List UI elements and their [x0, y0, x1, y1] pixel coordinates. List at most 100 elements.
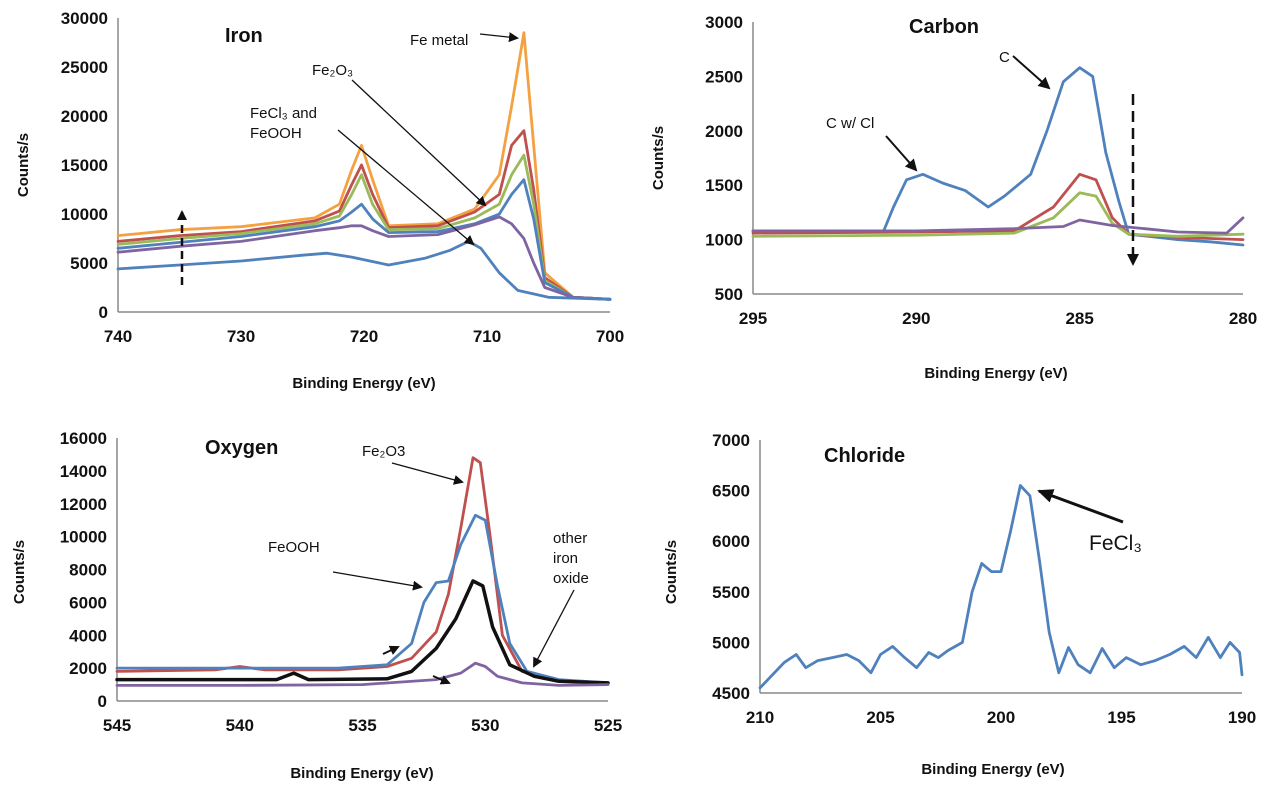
- y-tick-label: 5000: [712, 633, 750, 652]
- series-group: [115, 456, 610, 687]
- series-line: [116, 178, 612, 301]
- x-tick-label: 190: [1228, 708, 1256, 727]
- annotation-other-iron-oxide-3: oxide: [553, 570, 589, 587]
- series-line: [751, 191, 1245, 238]
- y-tick-label: 0: [99, 303, 108, 322]
- y-tick-labels: 4500 5000 5500 6000 6500 7000: [712, 431, 750, 703]
- series-line: [115, 513, 610, 685]
- x-tick-label: 205: [866, 708, 894, 727]
- series-group: [758, 484, 1244, 690]
- y-tick-label: 4500: [712, 684, 750, 703]
- x-tick-labels: 210 205 200 195 190: [746, 708, 1256, 727]
- chart-title: Chloride: [824, 445, 905, 467]
- chart-oxygen: 0 2000 4000 6000 8000 10000 12000 14000 16000 54…: [11, 429, 622, 782]
- series-line: [116, 31, 612, 301]
- y-tick-label: 2000: [705, 122, 743, 141]
- chart-title: Iron: [225, 25, 263, 47]
- x-axis-label: Binding Energy (eV): [292, 375, 435, 392]
- annotation-fecl3: FeCl₃ and: [250, 105, 317, 122]
- annotation-other-iron-oxide-1: other: [553, 530, 587, 547]
- y-tick-label: 5000: [70, 254, 108, 273]
- y-axis-label: Counts/s: [11, 540, 28, 604]
- annotation-fe2o3: Fe₂O₃: [312, 62, 353, 79]
- x-tick-label: 720: [350, 327, 378, 346]
- annotation-other-iron-oxide-2: iron: [553, 550, 578, 567]
- y-tick-label: 12000: [60, 495, 107, 514]
- x-tick-label: 525: [594, 716, 622, 735]
- y-tick-label: 500: [715, 285, 743, 304]
- y-tick-label: 10000: [61, 205, 108, 224]
- y-tick-label: 2500: [705, 67, 743, 86]
- y-axis-label: Counts/s: [650, 126, 667, 190]
- x-tick-label: 210: [746, 708, 774, 727]
- y-tick-label: 10000: [60, 528, 107, 547]
- series-line: [116, 129, 612, 301]
- chart-carbon: 500 1000 1500 2000 2500 3000 295 290 285 280 Car…: [650, 13, 1257, 382]
- x-tick-label: 530: [471, 716, 499, 735]
- series-line: [116, 215, 612, 301]
- y-tick-label: 3000: [705, 13, 743, 32]
- y-tick-label: 16000: [60, 429, 107, 448]
- y-tick-labels: 0 5000 10000 15000 20000 25000 30000: [61, 9, 108, 322]
- y-axis-label: Counts/s: [15, 133, 32, 197]
- x-tick-label: 195: [1107, 708, 1135, 727]
- x-axis-label: Binding Energy (eV): [290, 765, 433, 782]
- x-tick-label: 295: [739, 309, 767, 328]
- x-tick-labels: 545 540 535 530 525: [103, 716, 622, 735]
- annotation-arrow-c: [1012, 55, 1051, 90]
- y-tick-label: 2000: [69, 659, 107, 678]
- annotation-arrow-fecl3: [337, 129, 475, 246]
- annotation-fecl3: FeCl₃: [1089, 532, 1142, 555]
- chart-title: Oxygen: [205, 437, 278, 459]
- y-tick-label: 20000: [61, 107, 108, 126]
- y-tick-label: 6500: [712, 482, 750, 501]
- series-line: [116, 239, 612, 301]
- annotation-feooh: FeOOH: [268, 539, 320, 556]
- x-axis-label: Binding Energy (eV): [921, 761, 1064, 778]
- x-tick-label: 535: [348, 716, 376, 735]
- curve-arrow-2: [432, 675, 451, 685]
- annotation-arrow-fecl3: [1037, 489, 1124, 524]
- annotation-arrow-c-w-cl: [885, 135, 918, 172]
- y-tick-label: 14000: [60, 462, 107, 481]
- y-tick-label: 25000: [61, 58, 108, 77]
- annotation-c: C: [999, 49, 1010, 66]
- y-tick-label: 7000: [712, 431, 750, 450]
- series-line: [751, 216, 1245, 235]
- y-tick-label: 1500: [705, 176, 743, 195]
- x-tick-label: 700: [596, 327, 624, 346]
- y-tick-label: 1000: [705, 231, 743, 250]
- series-line: [115, 661, 610, 687]
- series-line: [751, 66, 1245, 247]
- x-tick-label: 280: [1229, 309, 1257, 328]
- annotation-arrow-fe-metal: [479, 32, 519, 43]
- annotation-feooh: FeOOH: [250, 125, 302, 142]
- y-tick-label: 30000: [61, 9, 108, 28]
- x-tick-label: 710: [473, 327, 501, 346]
- y-axis-label: Counts/s: [663, 540, 680, 604]
- x-axis-label: Binding Energy (eV): [924, 365, 1067, 382]
- annotation-arrow-fe2o3: [391, 462, 464, 485]
- x-tick-label: 290: [902, 309, 930, 328]
- series-group: [751, 66, 1245, 247]
- x-tick-label: 730: [227, 327, 255, 346]
- x-tick-labels: 740 730 720 710 700: [104, 327, 624, 346]
- annotation-arrow-other-oxide: [533, 589, 575, 668]
- y-tick-label: 6000: [69, 593, 107, 612]
- series-line: [116, 153, 612, 301]
- chart-iron: 0 5000 10000 15000 20000 25000 30000 740 730 720…: [15, 9, 624, 392]
- series-group: [116, 31, 612, 301]
- annotation-arrow-fe2o3: [351, 79, 487, 207]
- series-line: [115, 579, 610, 685]
- x-tick-label: 285: [1065, 309, 1093, 328]
- annotation-arrow-feooh: [332, 571, 423, 591]
- annotation-c-w-cl: C w/ Cl: [826, 115, 874, 132]
- y-tick-labels: 500 1000 1500 2000 2500 3000: [705, 13, 743, 304]
- y-tick-label: 5500: [712, 583, 750, 602]
- annotation-fe2o3: Fe₂O3: [362, 443, 405, 460]
- y-tick-label: 0: [98, 692, 107, 711]
- y-tick-label: 6000: [712, 532, 750, 551]
- series-line: [758, 484, 1244, 690]
- y-tick-label: 15000: [61, 156, 108, 175]
- x-tick-labels: 295 290 285 280: [739, 309, 1257, 328]
